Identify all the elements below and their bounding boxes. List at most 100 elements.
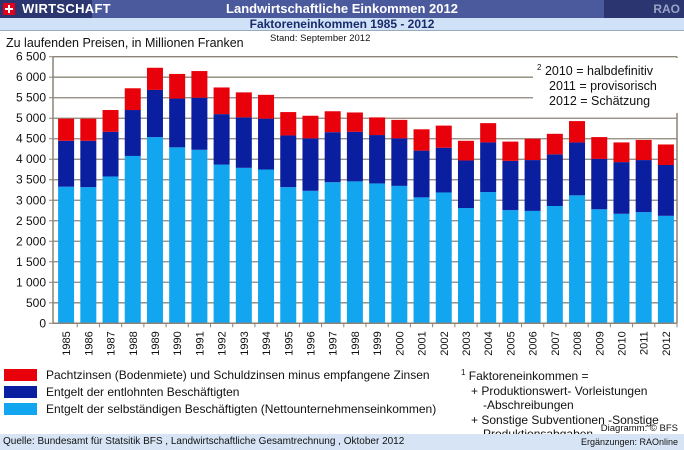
y-tick-label: 6 500 bbox=[16, 50, 46, 64]
footnote-line-1: 1 Faktoreneinkommen = bbox=[461, 368, 589, 383]
bar-segment-1994-s1 bbox=[258, 118, 275, 170]
bar-segment-2007-s0 bbox=[546, 205, 563, 324]
source-text: Quelle: Bundesamt für Statsitik BFS , La… bbox=[3, 436, 405, 447]
bar-segment-2008-s2 bbox=[569, 121, 586, 143]
x-tick-label: 2003 bbox=[461, 331, 473, 355]
bar-segment-1995-s1 bbox=[280, 135, 297, 188]
footnote-line-3: -Abschreibungen bbox=[483, 398, 574, 412]
x-tick-label: 1997 bbox=[328, 331, 340, 355]
bar-segment-1992-s2 bbox=[213, 87, 230, 115]
bar-segment-1991-s0 bbox=[191, 149, 208, 324]
bar-segment-2005-s0 bbox=[502, 210, 519, 324]
y-tick-label: 0 bbox=[39, 316, 46, 330]
footnote-superscript: 1 bbox=[461, 368, 466, 377]
bar-segment-2012-s2 bbox=[657, 144, 674, 165]
footnote-line-2: + Produktionswert- Vorleistungen bbox=[471, 383, 648, 398]
x-tick-label: 2007 bbox=[550, 331, 562, 355]
y-tick-label: 1 000 bbox=[16, 275, 46, 289]
bar-segment-1996-s1 bbox=[302, 138, 319, 191]
bar-segment-1995-s0 bbox=[280, 187, 297, 324]
bars bbox=[58, 67, 678, 328]
x-tick-label: 1995 bbox=[283, 331, 295, 355]
bar-segment-1996-s0 bbox=[302, 190, 319, 324]
bar-segment-2003-s2 bbox=[457, 140, 474, 161]
bar-segment-2006-s1 bbox=[524, 160, 541, 211]
bar-segment-2003-s0 bbox=[457, 208, 474, 324]
x-tick-label: 2011 bbox=[639, 331, 651, 355]
bar-segment-1993-s1 bbox=[235, 117, 252, 168]
x-tick-label: 1986 bbox=[83, 331, 95, 355]
bar-segment-1989-s0 bbox=[146, 137, 163, 324]
bar-segment-2010-s2 bbox=[613, 142, 630, 163]
bar-segment-1987-s2 bbox=[102, 110, 119, 132]
note-line-1: 2 2010 = halbdefinitiv bbox=[537, 60, 679, 79]
bar-segment-1992-s0 bbox=[213, 164, 230, 324]
brand-box bbox=[604, 0, 684, 18]
bar-segment-1999-s2 bbox=[369, 117, 386, 136]
bar-segment-2001-s2 bbox=[413, 129, 430, 151]
x-tick-label: 1990 bbox=[172, 331, 184, 355]
bar-segment-1990-s0 bbox=[169, 147, 186, 324]
y-tick-label: 1 500 bbox=[16, 255, 46, 269]
legend-label: Pachtzinsen (Bodenmiete) und Schuldzinse… bbox=[46, 367, 430, 382]
bar-segment-2012-s0 bbox=[657, 215, 674, 324]
bar-segment-1988-s1 bbox=[124, 110, 141, 156]
bar-segment-1990-s2 bbox=[169, 73, 186, 99]
note-line-2: 2011 = provisorisch bbox=[549, 79, 657, 94]
y-tick-label: 4 500 bbox=[16, 132, 46, 146]
legend-item-entlohnte: Entgelt der entlohnten Beschäftigten bbox=[4, 383, 436, 400]
note-text-1: 2010 = halbdefinitiv bbox=[544, 64, 654, 79]
bar-segment-2005-s2 bbox=[502, 141, 519, 161]
bar-segment-2000-s2 bbox=[391, 119, 408, 139]
stacked-bar-chart: 0 500 1 000 1 500 2 000 2 500 3 000 3 500 4 000 4… bbox=[16, 50, 678, 356]
x-tick-label: 2005 bbox=[505, 331, 517, 355]
x-tick-label: 1998 bbox=[350, 331, 362, 355]
section-tab[interactable] bbox=[0, 0, 92, 18]
x-tick-label: 1991 bbox=[194, 331, 206, 355]
x-tick-label: 2006 bbox=[528, 331, 540, 355]
bar-segment-2008-s0 bbox=[569, 195, 586, 324]
bar-segment-1998-s2 bbox=[346, 112, 363, 132]
bar-segment-2004-s2 bbox=[480, 123, 497, 143]
bar-segment-1985-s0 bbox=[58, 186, 75, 324]
legend-item-pachtzinsen: Pachtzinsen (Bodenmiete) und Schuldzinse… bbox=[4, 366, 436, 383]
bar-segment-2004-s1 bbox=[480, 142, 497, 193]
subtitle-bar bbox=[0, 18, 684, 31]
status-note: 2 2010 = halbdefinitiv 2011 = provisoris… bbox=[533, 58, 679, 114]
x-tick-label: 2002 bbox=[439, 331, 451, 355]
bar-segment-1994-s0 bbox=[258, 169, 275, 324]
footnote-text-1: Faktoreneinkommen = bbox=[468, 369, 589, 383]
bar-segment-2001-s1 bbox=[413, 150, 430, 198]
bar-segment-1997-s2 bbox=[324, 111, 341, 133]
bar-segment-1998-s0 bbox=[346, 181, 363, 324]
bar-segment-1991-s1 bbox=[191, 97, 208, 150]
legend-swatch-darkblue bbox=[4, 385, 37, 398]
bar-segment-2002-s2 bbox=[435, 125, 452, 148]
bar-segment-2011-s1 bbox=[635, 160, 652, 213]
legend-swatch-lightblue bbox=[4, 402, 37, 415]
brand-logo[interactable]: RAO bbox=[653, 2, 680, 16]
bar-segment-1988-s0 bbox=[124, 155, 141, 324]
section-label[interactable]: WIRTSCHAFT bbox=[22, 1, 111, 16]
header-bar: WIRTSCHAFT Landwirtschaftliche Einkommen… bbox=[0, 0, 684, 18]
bar-segment-1985-s1 bbox=[58, 140, 75, 187]
bar-segment-1986-s0 bbox=[80, 187, 97, 324]
note-line-3: 2012 = Schätzung bbox=[549, 94, 651, 109]
bar-segment-2006-s0 bbox=[524, 210, 541, 324]
y-tick-label: 4 000 bbox=[16, 152, 46, 166]
y-tick-label: 5 500 bbox=[16, 91, 46, 105]
x-tick-label: 2010 bbox=[616, 331, 628, 355]
x-tick-label: 1985 bbox=[61, 331, 73, 355]
y-tick-label: 2 000 bbox=[16, 234, 46, 248]
bar-segment-1995-s2 bbox=[280, 112, 297, 136]
bar-segment-2009-s0 bbox=[591, 209, 608, 324]
bar-segment-2000-s1 bbox=[391, 138, 408, 186]
bar-segment-2009-s2 bbox=[591, 137, 608, 159]
y-tick-label: 2 500 bbox=[16, 214, 46, 228]
x-tick-label: 1994 bbox=[261, 331, 273, 355]
bar-segment-2006-s2 bbox=[524, 138, 541, 161]
extras-link[interactable]: Ergänzungen: RAOnline bbox=[580, 437, 678, 447]
x-tick-label: 1989 bbox=[150, 331, 162, 355]
bar-segment-1993-s2 bbox=[235, 92, 252, 118]
bar-segment-1988-s2 bbox=[124, 88, 141, 111]
